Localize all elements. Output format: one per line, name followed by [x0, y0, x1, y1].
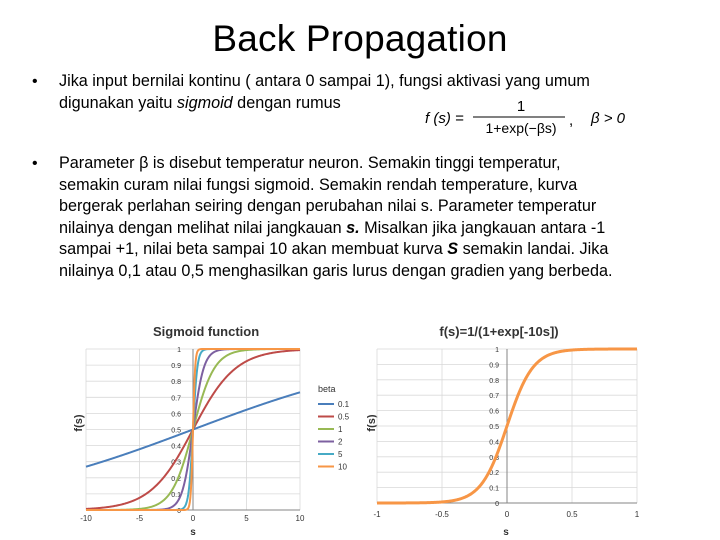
chart1-xlabel: s: [190, 527, 196, 538]
chart1-ylabel: f(s): [73, 414, 85, 431]
legend-label: 0.5: [338, 413, 350, 422]
slide-title: Back Propagation: [212, 18, 508, 59]
legend-label: 5: [338, 450, 343, 459]
y-tick-label: 0.8: [171, 379, 181, 386]
series-line-beta-10: [377, 347, 637, 505]
bullet-1-line-1: Jika input bernilai kontinu ( antara 0 s…: [59, 72, 590, 90]
bullet-dot: •: [32, 155, 38, 172]
series-line-beta-2: [86, 348, 300, 511]
formula-numerator: 1: [517, 98, 525, 115]
x-tick-label: -0.5: [435, 510, 449, 519]
formula-svg: f (s) = 1 1+exp(−βs) , β > 0: [425, 98, 626, 136]
chart1-title: Sigmoid function: [153, 324, 259, 339]
y-tick-label: 0.4: [489, 439, 499, 446]
bullet-2-line-1: Parameter β is disebut temperatur neuron…: [59, 154, 561, 172]
bullet-dot: •: [32, 73, 38, 90]
series-line-beta-5: [86, 348, 300, 511]
y-tick-label: 0.3: [171, 460, 181, 467]
y-tick-label: 0.4: [171, 444, 181, 451]
y-tick-label: 0.9: [171, 363, 181, 370]
y-tick-label: 0.5: [171, 428, 181, 435]
series-line-beta-0-5: [85, 349, 301, 510]
formula-comma: ,: [569, 112, 573, 129]
y-tick-label: 0.7: [171, 395, 181, 402]
formula-denominator: 1+exp(−βs): [485, 120, 556, 136]
y-tick-label: 1: [177, 347, 181, 354]
text-span: semakin landai. Jika: [458, 240, 609, 258]
emphasis-s: s.: [346, 218, 360, 237]
series-line-beta-1: [86, 348, 300, 511]
bullet-1-line-2: digunakan yaitu sigmoid dengan rumus: [59, 93, 699, 115]
text-span: digunakan yaitu: [59, 93, 177, 112]
x-tick-label: 5: [244, 514, 249, 523]
y-tick-label: 1: [495, 347, 499, 354]
formula-condition: β > 0: [590, 110, 626, 127]
y-tick-label: 0: [495, 501, 499, 508]
text-span: dengan rumus: [232, 93, 341, 112]
chart1-legend-title: beta: [318, 384, 336, 394]
x-tick-label: -5: [136, 514, 144, 523]
y-tick-label: 0.2: [171, 476, 181, 483]
bullet-2-line-4: nilainya dengan melihat nilai jangkauan …: [59, 218, 699, 240]
text-span: nilainya dengan melihat nilai jangkauan: [59, 218, 347, 237]
y-tick-label: 0.2: [489, 470, 499, 477]
bullet-2-line-6: nilainya 0,1 atau 0,5 menghasilkan garis…: [59, 261, 613, 280]
bullet-1-text: Jika input bernilai kontinu ( antara 0 s…: [59, 71, 699, 114]
y-tick-label: 0: [177, 508, 181, 515]
y-tick-label: 0.8: [489, 378, 499, 385]
y-tick-label: 0.5: [489, 424, 499, 431]
y-tick-label: 0.6: [489, 409, 499, 416]
series-line-beta-10: [86, 348, 300, 511]
bullet-2-line-2: semakin curam nilai fungsi sigmoid. Sema…: [59, 175, 578, 194]
y-tick-label: 0.9: [489, 362, 499, 369]
y-tick-label: 0.3: [489, 455, 499, 462]
chart2-xlabel: s: [503, 527, 509, 538]
y-tick-label: 0.1: [171, 492, 181, 499]
chart2-ylabel: f(s): [366, 414, 378, 431]
bullet-2-line-5: sampai +1, nilai beta sampai 10 akan mem…: [59, 239, 699, 261]
x-tick-label: 0: [191, 514, 196, 523]
sigmoid-formula: f (s) = 1 1+exp(−βs) , β > 0: [425, 97, 635, 144]
x-tick-label: -10: [80, 514, 92, 523]
legend-label: 10: [338, 463, 347, 472]
chart2-title: f(s)=1/(1+exp[-10s]): [439, 324, 558, 339]
text-span: sampai +1, nilai beta sampai 10 akan mem…: [59, 240, 448, 258]
legend-label: 2: [338, 438, 343, 447]
y-tick-label: 0.1: [489, 486, 499, 493]
x-tick-label: 0: [505, 510, 510, 519]
legend-label: 0.1: [338, 400, 350, 409]
y-tick-label: 0.6: [171, 411, 181, 418]
legend-label: 1: [338, 425, 343, 434]
x-tick-label: -1: [373, 510, 381, 519]
x-tick-label: 1: [635, 510, 640, 519]
text-span: Misalkan jika jangkauan antara -1: [359, 218, 606, 237]
emphasis-sigmoid: sigmoid: [176, 93, 233, 112]
x-tick-label: 0.5: [566, 510, 578, 519]
emphasis-S: S: [447, 240, 459, 258]
x-tick-label: 10: [296, 514, 305, 523]
series-line-beta-0-1: [85, 391, 301, 468]
bullet-2-line-3: bergerak perlahan seiring dengan perubah…: [59, 197, 597, 215]
bullet-2-text: Parameter β is disebut temperatur neuron…: [59, 153, 699, 282]
formula-lhs: f (s) =: [425, 110, 464, 127]
y-tick-label: 0.7: [489, 393, 499, 400]
